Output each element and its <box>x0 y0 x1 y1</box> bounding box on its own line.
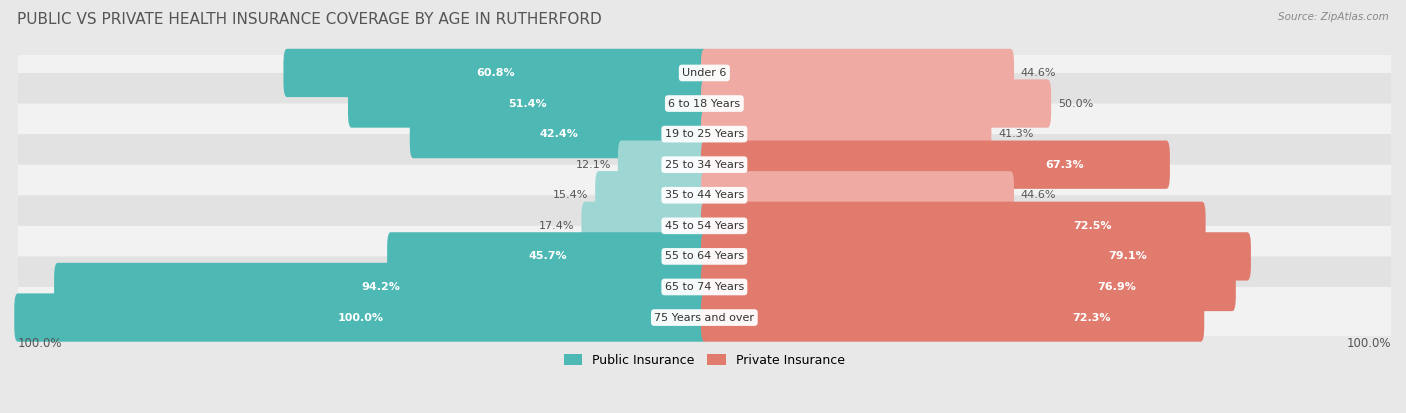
FancyBboxPatch shape <box>702 293 1204 342</box>
FancyBboxPatch shape <box>284 49 707 97</box>
Text: 35 to 44 Years: 35 to 44 Years <box>665 190 744 200</box>
FancyBboxPatch shape <box>702 79 1052 128</box>
Text: 41.3%: 41.3% <box>998 129 1033 139</box>
FancyBboxPatch shape <box>0 43 1406 104</box>
FancyBboxPatch shape <box>14 293 707 342</box>
Text: 6 to 18 Years: 6 to 18 Years <box>668 99 741 109</box>
Text: 72.3%: 72.3% <box>1073 313 1111 323</box>
Text: 12.1%: 12.1% <box>575 160 612 170</box>
Text: 44.6%: 44.6% <box>1021 190 1056 200</box>
FancyBboxPatch shape <box>702 49 1014 97</box>
Text: 45.7%: 45.7% <box>529 252 567 261</box>
FancyBboxPatch shape <box>0 226 1406 287</box>
FancyBboxPatch shape <box>702 232 1251 280</box>
FancyBboxPatch shape <box>702 171 1014 219</box>
Text: 15.4%: 15.4% <box>553 190 588 200</box>
Text: 65 to 74 Years: 65 to 74 Years <box>665 282 744 292</box>
FancyBboxPatch shape <box>0 165 1406 226</box>
Text: 100.0%: 100.0% <box>337 313 384 323</box>
Text: 76.9%: 76.9% <box>1097 282 1136 292</box>
Text: 60.8%: 60.8% <box>477 68 515 78</box>
FancyBboxPatch shape <box>702 110 991 158</box>
Text: 44.6%: 44.6% <box>1021 68 1056 78</box>
FancyBboxPatch shape <box>349 79 707 128</box>
FancyBboxPatch shape <box>53 263 707 311</box>
FancyBboxPatch shape <box>582 202 707 250</box>
Text: 79.1%: 79.1% <box>1108 252 1147 261</box>
Text: Source: ZipAtlas.com: Source: ZipAtlas.com <box>1278 12 1389 22</box>
Text: 75 Years and over: 75 Years and over <box>654 313 755 323</box>
FancyBboxPatch shape <box>702 263 1236 311</box>
FancyBboxPatch shape <box>617 140 707 189</box>
FancyBboxPatch shape <box>0 104 1406 165</box>
Legend: Public Insurance, Private Insurance: Public Insurance, Private Insurance <box>558 349 851 372</box>
Text: PUBLIC VS PRIVATE HEALTH INSURANCE COVERAGE BY AGE IN RUTHERFORD: PUBLIC VS PRIVATE HEALTH INSURANCE COVER… <box>17 12 602 27</box>
FancyBboxPatch shape <box>702 140 1170 189</box>
Text: 100.0%: 100.0% <box>18 337 62 350</box>
FancyBboxPatch shape <box>0 73 1406 134</box>
FancyBboxPatch shape <box>0 256 1406 318</box>
Text: 45 to 54 Years: 45 to 54 Years <box>665 221 744 231</box>
Text: 25 to 34 Years: 25 to 34 Years <box>665 160 744 170</box>
Text: 100.0%: 100.0% <box>1347 337 1391 350</box>
FancyBboxPatch shape <box>0 134 1406 195</box>
FancyBboxPatch shape <box>409 110 707 158</box>
Text: 72.5%: 72.5% <box>1073 221 1112 231</box>
Text: 50.0%: 50.0% <box>1057 99 1094 109</box>
Text: Under 6: Under 6 <box>682 68 727 78</box>
FancyBboxPatch shape <box>702 202 1205 250</box>
Text: 42.4%: 42.4% <box>540 129 578 139</box>
Text: 19 to 25 Years: 19 to 25 Years <box>665 129 744 139</box>
FancyBboxPatch shape <box>0 195 1406 256</box>
Text: 51.4%: 51.4% <box>509 99 547 109</box>
FancyBboxPatch shape <box>0 287 1406 348</box>
Text: 55 to 64 Years: 55 to 64 Years <box>665 252 744 261</box>
FancyBboxPatch shape <box>387 232 707 280</box>
Text: 67.3%: 67.3% <box>1046 160 1084 170</box>
FancyBboxPatch shape <box>595 171 707 219</box>
Text: 17.4%: 17.4% <box>538 221 575 231</box>
Text: 94.2%: 94.2% <box>361 282 401 292</box>
